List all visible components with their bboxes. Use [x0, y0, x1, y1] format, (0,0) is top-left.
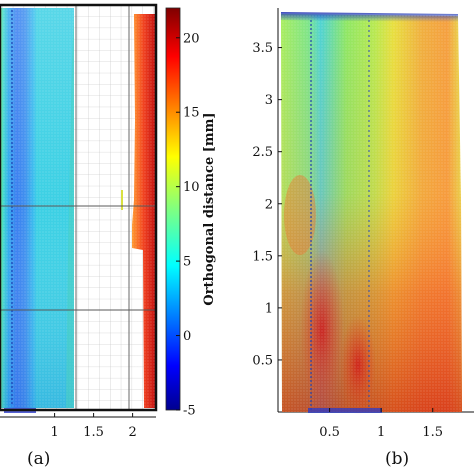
panel-a-label: (a)	[27, 449, 50, 469]
colorbar-tick-label: 0	[183, 329, 191, 344]
colorbar-tick-label: 20	[183, 31, 200, 46]
panel-b-y-tick-label: 2.5	[252, 145, 273, 160]
panel-a-x-tick-label: 1	[50, 425, 58, 440]
colorbar: 20 15 10 5 0 -5 Orthogonal distance [mm]	[165, 7, 217, 419]
colorbar-tick-label: 5	[183, 255, 191, 270]
panel-b-label: (b)	[385, 449, 409, 469]
colorbar-title: Orthogonal distance [mm]	[202, 112, 217, 305]
panel-b-y-tick-label: 1.5	[252, 249, 273, 264]
panel-b-y-tick-label: 2	[265, 197, 273, 212]
panel-b-y-tick-label: 3	[265, 93, 273, 108]
panel-b-x-ticks: 0.5 1 1.5	[319, 408, 443, 440]
colorbar-tick-label: 10	[183, 180, 200, 195]
panel-b-y-tick-label: 0.5	[252, 353, 273, 368]
colorbar-ticks: 20 15 10 5 0 -5	[176, 31, 200, 419]
panel-a-field-speckle	[0, 8, 74, 408]
panel-a: 1 1.5 2 (a)	[0, 3, 158, 469]
colorbar-tick-label: 15	[183, 106, 200, 121]
panel-a-red-speckle	[132, 14, 156, 408]
panel-b-y-tick-label: 3.5	[252, 41, 273, 56]
colorbar-bar	[165, 7, 181, 411]
panel-b-base-marks	[308, 408, 382, 413]
panel-a-right-edge	[66, 8, 74, 408]
panel-b-x-tick-label: 0.5	[319, 425, 340, 440]
panel-b-y-tick-label: 1	[265, 301, 273, 316]
panel-a-yellow-strip	[121, 190, 123, 210]
panel-a-frame	[0, 3, 158, 412]
panel-a-x-ticks: 1 1.5 2	[50, 413, 137, 440]
panel-b-x-tick-label: 1	[377, 425, 385, 440]
panel-b-x-tick-label: 1.5	[422, 425, 443, 440]
panel-a-x-tick-label: 2	[128, 425, 136, 440]
panel-b: 0.5 1 1.5 2 2.5 3 3.5 0.5 1 1.5 (b)	[252, 8, 474, 469]
panel-b-y-ticks: 0.5 1 1.5 2 2.5 3 3.5	[252, 41, 282, 368]
panel-b-speckle	[281, 14, 462, 412]
panel-a-x-tick-label: 1.5	[83, 425, 104, 440]
colorbar-tick-label: -5	[183, 404, 196, 419]
